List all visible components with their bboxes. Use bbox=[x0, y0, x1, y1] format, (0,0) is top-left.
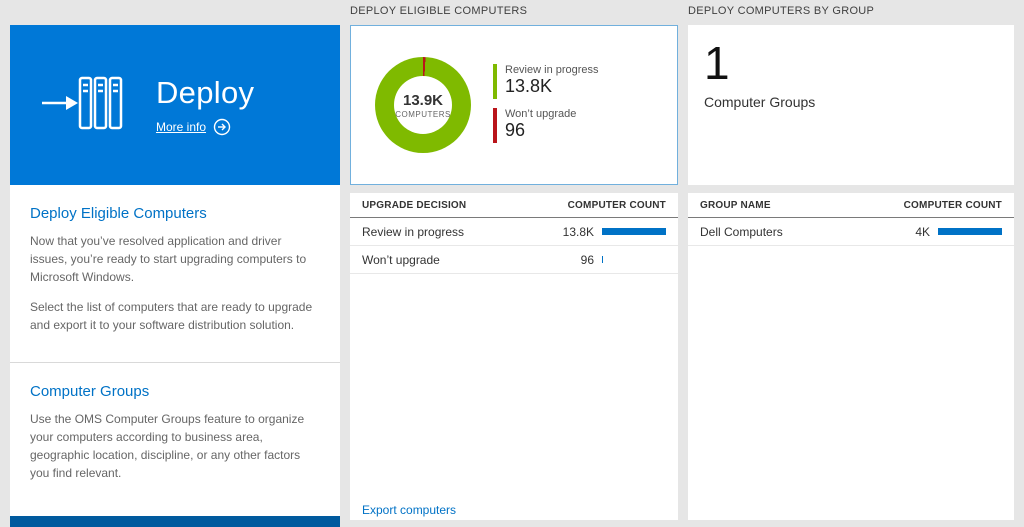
donut-center-label: COMPUTERS bbox=[395, 109, 451, 119]
row-value: 96 bbox=[580, 252, 594, 267]
middle-column-title: DEPLOY ELIGIBLE COMPUTERS bbox=[350, 5, 528, 17]
group-count-label: Computer Groups bbox=[704, 93, 816, 110]
count-bar bbox=[602, 228, 666, 235]
legend-swatch-red bbox=[493, 107, 497, 143]
table-row-dell-computers[interactable]: Dell Computers 4K bbox=[688, 218, 1014, 246]
table-header: UPGRADE DECISION COMPUTER COUNT bbox=[350, 193, 678, 218]
count-bar bbox=[602, 256, 666, 263]
row-label: Won’t upgrade bbox=[362, 252, 440, 267]
row-label: Dell Computers bbox=[700, 224, 783, 239]
donut-center: 13.9K COMPUTERS bbox=[394, 76, 452, 134]
row-value: 13.8K bbox=[562, 224, 594, 239]
legend-value: 96 bbox=[505, 119, 526, 140]
deploy-description-panel: Deploy Eligible Computers Now that you’v… bbox=[10, 185, 340, 516]
table-row-review-in-progress[interactable]: Review in progress 13.8K bbox=[350, 218, 678, 246]
more-info-arrow-icon[interactable] bbox=[213, 118, 231, 136]
legend-value: 13.8K bbox=[505, 75, 553, 96]
count-bar bbox=[938, 228, 1002, 235]
column-header-group-name: GROUP NAME bbox=[700, 200, 771, 211]
section-paragraph: Now that you’ve resolved application and… bbox=[30, 234, 307, 284]
table-row-wont-upgrade[interactable]: Won’t upgrade 96 bbox=[350, 246, 678, 274]
row-label: Review in progress bbox=[362, 224, 465, 239]
donut-center-value: 13.9K bbox=[402, 91, 444, 109]
section-heading: Deploy Eligible Computers bbox=[30, 205, 207, 222]
legend-label: Review in progress bbox=[505, 63, 599, 76]
section-deploy-eligible-computers: Deploy Eligible Computers Now that you’v… bbox=[10, 185, 340, 362]
legend-swatch-green bbox=[493, 63, 497, 99]
eligible-computers-chart-card[interactable]: 13.9K COMPUTERS Review in progress 13.8K… bbox=[350, 25, 678, 185]
column-header-computer-count: COMPUTER COUNT bbox=[903, 200, 1002, 211]
deploy-tile[interactable]: Deploy More info bbox=[10, 25, 340, 185]
section-computer-groups: Computer Groups Use the OMS Computer Gro… bbox=[10, 362, 340, 510]
group-count-value: 1 bbox=[704, 37, 730, 89]
computer-groups-summary-card[interactable]: 1 Computer Groups bbox=[688, 25, 1014, 185]
section-paragraph: Use the OMS Computer Groups feature to o… bbox=[30, 412, 305, 480]
legend-label: Won’t upgrade bbox=[505, 107, 577, 120]
more-info-link[interactable]: More info bbox=[156, 119, 207, 134]
section-paragraph: Select the list of computers that are re… bbox=[30, 300, 313, 332]
column-header-upgrade-decision: UPGRADE DECISION bbox=[362, 200, 467, 211]
computer-groups-table-card: GROUP NAME COMPUTER COUNT Dell Computers… bbox=[688, 193, 1014, 520]
column-header-computer-count: COMPUTER COUNT bbox=[567, 200, 666, 211]
right-column-title: DEPLOY COMPUTERS BY GROUP bbox=[688, 5, 875, 17]
tile-accent-strip bbox=[10, 516, 340, 527]
tile-title: Deploy bbox=[156, 74, 255, 110]
deploy-arrow-books-icon bbox=[40, 72, 128, 139]
chart-legend: Review in progress 13.8K Won’t upgrade 9… bbox=[493, 59, 599, 152]
upgrade-decision-table-card: UPGRADE DECISION COMPUTER COUNT Review i… bbox=[350, 193, 678, 520]
row-value: 4K bbox=[915, 224, 930, 239]
legend-item-review-in-progress: Review in progress 13.8K bbox=[493, 63, 599, 99]
section-heading: Computer Groups bbox=[30, 383, 150, 400]
table-header: GROUP NAME COMPUTER COUNT bbox=[688, 193, 1014, 218]
donut-chart[interactable]: 13.9K COMPUTERS bbox=[375, 57, 471, 153]
legend-item-wont-upgrade: Won’t upgrade 96 bbox=[493, 107, 599, 143]
export-computers-link[interactable]: Export computers bbox=[362, 503, 457, 517]
